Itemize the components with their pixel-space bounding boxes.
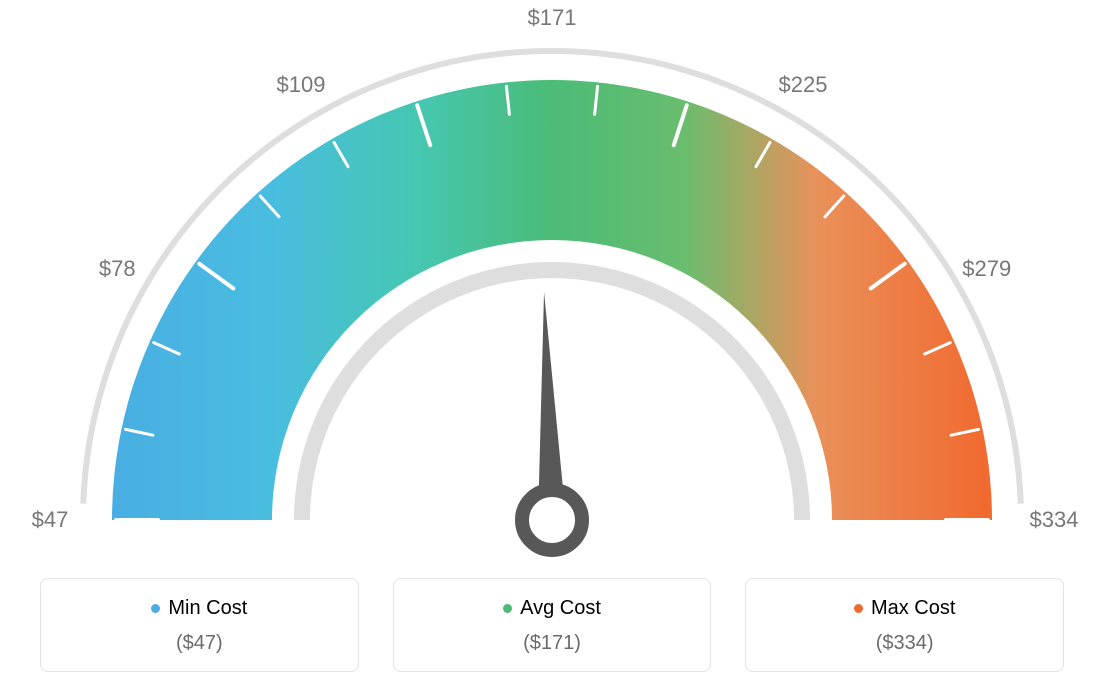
legend-dot-avg (503, 604, 512, 613)
legend-card-max: Max Cost ($334) (745, 578, 1064, 672)
gauge-tick-label: $334 (1030, 507, 1079, 533)
legend-value-avg: ($171) (404, 632, 701, 655)
gauge-tick-label: $171 (528, 5, 577, 31)
legend-card-avg: Avg Cost ($171) (393, 578, 712, 672)
gauge-tick-label: $279 (962, 256, 1011, 282)
legend-card-min: Min Cost ($47) (40, 578, 359, 672)
gauge-svg (0, 0, 1104, 560)
legend-row: Min Cost ($47) Avg Cost ($171) Max Cost … (0, 578, 1104, 672)
gauge-tick-label: $109 (277, 72, 326, 98)
legend-value-max: ($334) (756, 632, 1053, 655)
legend-label-avg: Avg Cost (520, 597, 601, 620)
legend-label-max: Max Cost (871, 597, 955, 620)
legend-dot-max (854, 604, 863, 613)
legend-title-avg: Avg Cost (503, 597, 601, 620)
legend-title-min: Min Cost (151, 597, 247, 620)
gauge-tick-label: $78 (99, 256, 136, 282)
legend-title-max: Max Cost (854, 597, 955, 620)
legend-value-min: ($47) (51, 632, 348, 655)
legend-label-min: Min Cost (168, 597, 247, 620)
gauge-tick-label: $225 (779, 72, 828, 98)
gauge-tick-label: $47 (32, 507, 69, 533)
legend-dot-min (151, 604, 160, 613)
gauge-chart: $47 $78 $109 $171 $225 $279 $334 (0, 0, 1104, 560)
